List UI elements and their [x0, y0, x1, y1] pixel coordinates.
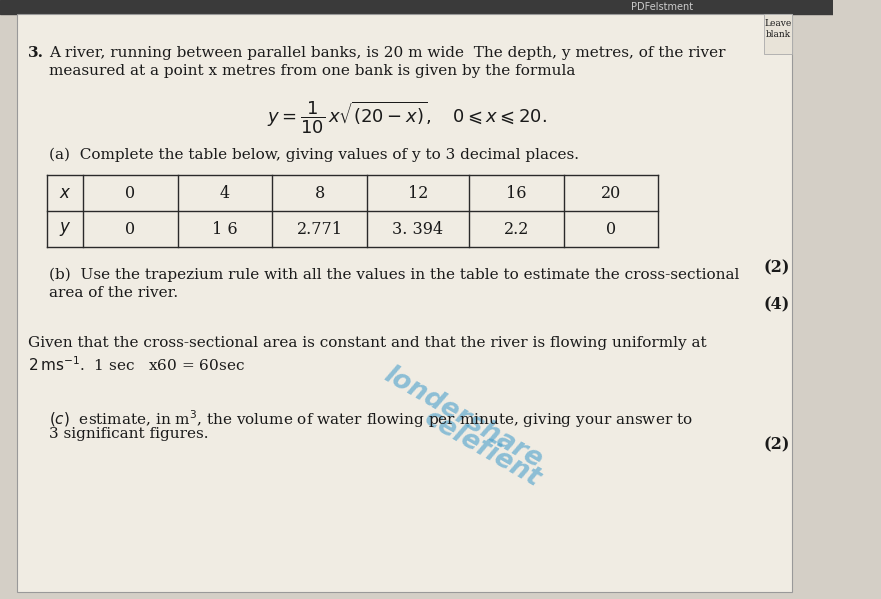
- Text: 0: 0: [125, 184, 136, 201]
- Text: 2.771: 2.771: [297, 220, 343, 237]
- Text: (b)  Use the trapezium rule with all the values in the table to estimate the cro: (b) Use the trapezium rule with all the …: [49, 268, 739, 282]
- Text: area of the river.: area of the river.: [49, 286, 178, 300]
- Text: Leave: Leave: [765, 19, 792, 28]
- Bar: [0, 0, 833, 14]
- Text: 3 significant figures.: 3 significant figures.: [49, 427, 209, 441]
- Text: $(c)$  estimate, in m$^3$, the volume of water flowing per minute, giving your a: $(c)$ estimate, in m$^3$, the volume of …: [49, 408, 692, 429]
- Text: 20: 20: [601, 184, 621, 201]
- Text: londershare: londershare: [380, 362, 547, 474]
- Text: (2): (2): [763, 436, 789, 453]
- Text: 1 6: 1 6: [212, 220, 238, 237]
- Bar: [764, 14, 792, 54]
- Text: 3. 394: 3. 394: [392, 220, 443, 237]
- Text: 3.: 3.: [28, 46, 44, 60]
- Text: A river, running between parallel banks, is 20 m wide  The depth, y metres, of t: A river, running between parallel banks,…: [49, 46, 726, 60]
- Text: $y$: $y$: [59, 220, 71, 238]
- Text: 12: 12: [408, 184, 428, 201]
- Text: Given that the cross-sectional area is constant and that the river is flowing un: Given that the cross-sectional area is c…: [28, 336, 707, 350]
- Text: 0: 0: [606, 220, 616, 237]
- Text: PDFelstment: PDFelstment: [631, 2, 693, 12]
- Text: 4: 4: [220, 184, 230, 201]
- Text: $2\,\mathrm{ms}^{-1}$.  1 sec   x60 = 60sec: $2\,\mathrm{ms}^{-1}$. 1 sec x60 = 60sec: [28, 355, 245, 374]
- Text: $x$: $x$: [59, 184, 71, 201]
- Text: 8: 8: [315, 184, 325, 201]
- Text: blank: blank: [766, 30, 791, 39]
- Text: measured at a point x metres from one bank is given by the formula: measured at a point x metres from one ba…: [49, 64, 575, 78]
- Text: (2): (2): [763, 259, 789, 276]
- Text: 16: 16: [506, 184, 527, 201]
- Text: celefient: celefient: [419, 404, 545, 492]
- Text: (a)  Complete the table below, giving values of y to 3 decimal places.: (a) Complete the table below, giving val…: [49, 148, 579, 162]
- Text: (4): (4): [763, 296, 789, 313]
- Text: 0: 0: [125, 220, 136, 237]
- Text: 2.2: 2.2: [504, 220, 529, 237]
- Text: $y = \dfrac{1}{10}\,x\sqrt{(20-x)},\quad 0 \leqslant x \leqslant 20.$: $y = \dfrac{1}{10}\,x\sqrt{(20-x)},\quad…: [267, 100, 546, 136]
